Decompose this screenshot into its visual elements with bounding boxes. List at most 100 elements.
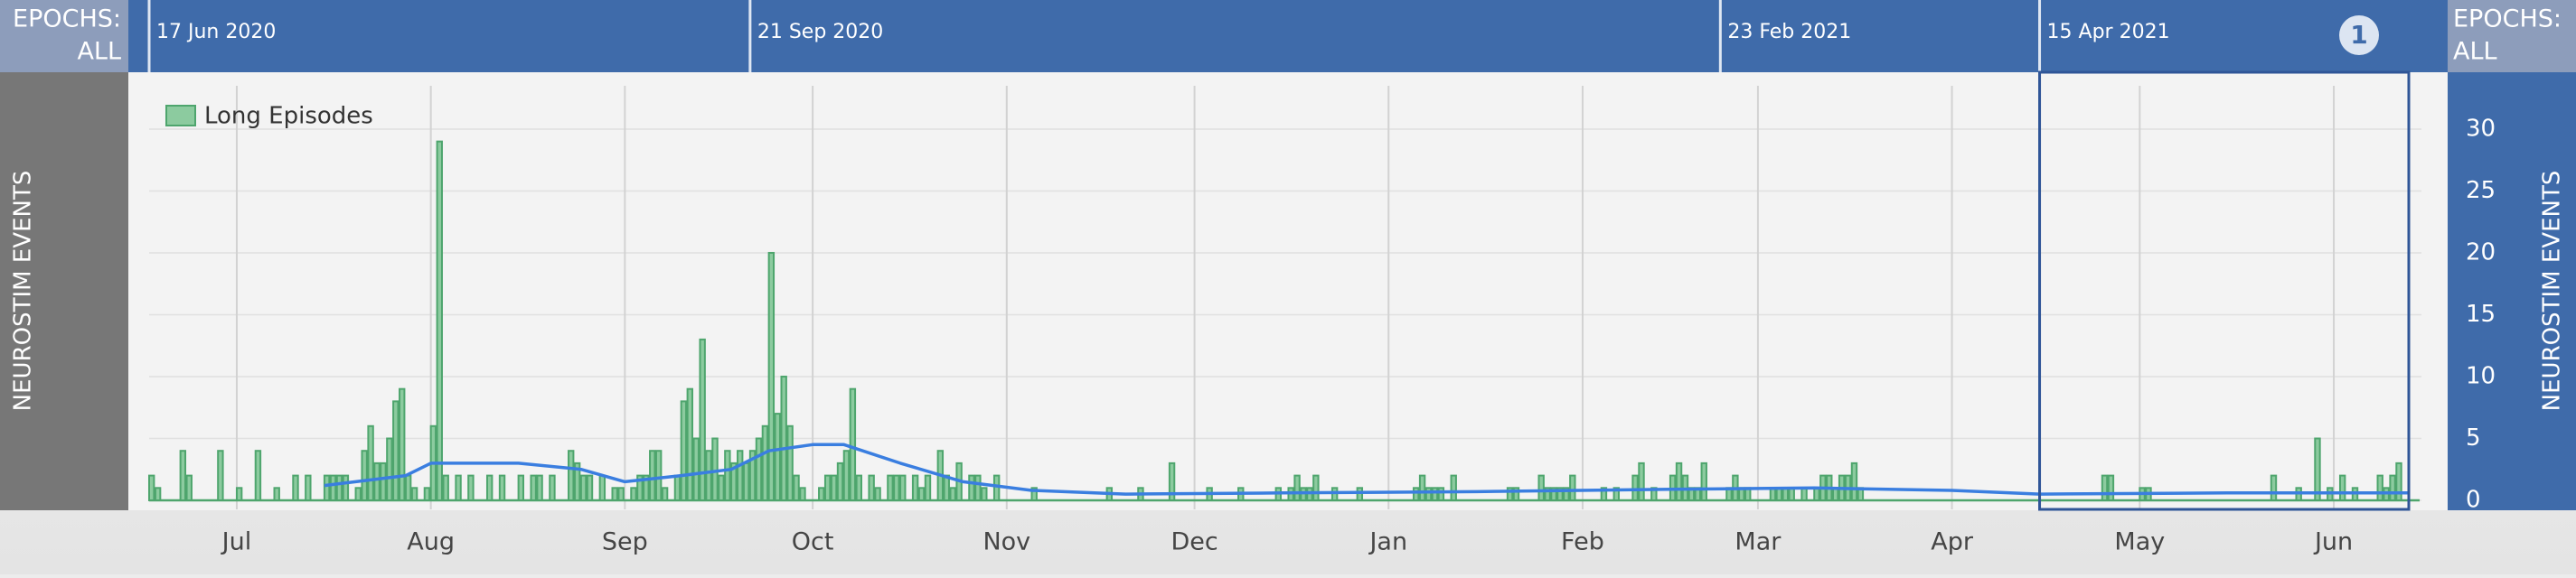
legend-swatch[interactable] xyxy=(165,105,196,126)
bar xyxy=(354,487,362,502)
bar xyxy=(780,375,787,501)
bar xyxy=(549,474,556,501)
bar xyxy=(399,387,406,501)
bar xyxy=(436,140,443,502)
bar xyxy=(1356,487,1364,502)
bar xyxy=(530,474,537,501)
bar xyxy=(586,474,594,501)
y-tick-label: 5 xyxy=(2466,424,2481,452)
bar xyxy=(1600,487,1608,502)
bar xyxy=(2338,474,2346,501)
bar xyxy=(1782,487,1789,502)
bar xyxy=(823,474,832,501)
epoch-bar xyxy=(128,0,2448,72)
x-tick-label: Sep xyxy=(602,528,648,556)
epoch-label[interactable]: 17 Jun 2020 xyxy=(156,21,276,43)
bar xyxy=(573,461,581,501)
epoch-label[interactable]: 15 Apr 2021 xyxy=(2047,21,2170,43)
y-axis-label: NEUROSTIM EVENTS xyxy=(10,171,37,412)
bar xyxy=(654,450,663,501)
bar xyxy=(1638,461,1645,501)
epoch-selection[interactable] xyxy=(2038,70,2411,511)
x-tick-label: May xyxy=(2114,528,2165,556)
bar xyxy=(380,461,387,501)
epochs-label: EPOCHS: xyxy=(13,5,121,33)
bar xyxy=(992,474,1001,501)
epoch-label[interactable]: 23 Feb 2021 xyxy=(1727,21,1851,43)
bar xyxy=(342,474,350,501)
bar xyxy=(568,450,575,501)
bar xyxy=(943,474,950,501)
bar xyxy=(711,437,719,501)
bar xyxy=(1312,474,1320,501)
bar xyxy=(924,474,932,501)
bar xyxy=(1424,487,1433,502)
bar xyxy=(1293,474,1301,501)
x-tick-label: Jul xyxy=(221,528,252,556)
bar xyxy=(2101,474,2109,501)
bar xyxy=(730,461,738,501)
bar xyxy=(649,450,656,501)
bar xyxy=(185,474,193,501)
bar xyxy=(335,474,343,501)
bar xyxy=(373,461,381,501)
x-tick-label: Apr xyxy=(1931,528,1974,556)
bar xyxy=(1569,474,1576,501)
bar xyxy=(323,474,331,501)
selection-badge[interactable] xyxy=(2339,15,2379,55)
bar xyxy=(874,487,881,502)
bar xyxy=(836,461,844,501)
bar xyxy=(1700,461,1707,501)
bar xyxy=(868,474,875,501)
bar xyxy=(392,400,400,501)
bar xyxy=(1537,474,1545,501)
bar xyxy=(305,474,312,501)
bar xyxy=(887,474,894,501)
bar xyxy=(742,461,750,501)
epoch-label[interactable]: 21 Sep 2020 xyxy=(757,21,883,43)
bar xyxy=(2314,437,2321,501)
bar xyxy=(1506,487,1514,502)
bar xyxy=(692,437,700,501)
bar xyxy=(1788,487,1795,502)
bar xyxy=(842,450,851,501)
bar xyxy=(705,450,712,501)
bar xyxy=(617,487,625,502)
bar xyxy=(217,450,224,501)
bar xyxy=(793,474,800,501)
y2-axis-label: NEUROSTIM EVENTS xyxy=(2539,171,2566,412)
bar xyxy=(536,474,543,501)
y-tick-label: 15 xyxy=(2466,301,2496,328)
x-tick-label: Feb xyxy=(1561,528,1604,556)
legend-label[interactable]: Long Episodes xyxy=(204,103,373,130)
bar xyxy=(630,487,637,502)
left-epoch-box[interactable] xyxy=(0,0,128,72)
bar xyxy=(981,487,988,502)
bar xyxy=(724,450,731,501)
bar xyxy=(849,387,857,501)
right-epoch-box[interactable] xyxy=(2448,0,2576,72)
bar xyxy=(699,338,706,501)
x-tick-label: Oct xyxy=(792,528,834,556)
bar xyxy=(799,487,806,502)
bar xyxy=(818,487,825,502)
bar xyxy=(761,424,769,501)
bar xyxy=(2376,474,2383,501)
bar xyxy=(498,474,506,501)
bar xyxy=(737,450,744,501)
bar xyxy=(273,487,280,502)
selection-badge-label: 1 xyxy=(2350,20,2367,50)
bar xyxy=(748,450,757,501)
bar xyxy=(404,474,412,501)
plot-area xyxy=(128,72,2448,510)
bar xyxy=(1437,487,1445,502)
bar xyxy=(1813,487,1820,502)
bar xyxy=(1512,487,1520,502)
x-tick-label: Mar xyxy=(1735,528,1782,556)
bar xyxy=(2107,474,2115,501)
bar xyxy=(611,487,618,502)
bar xyxy=(661,487,669,502)
bar xyxy=(455,474,462,501)
right-axis-panel xyxy=(2448,72,2576,510)
